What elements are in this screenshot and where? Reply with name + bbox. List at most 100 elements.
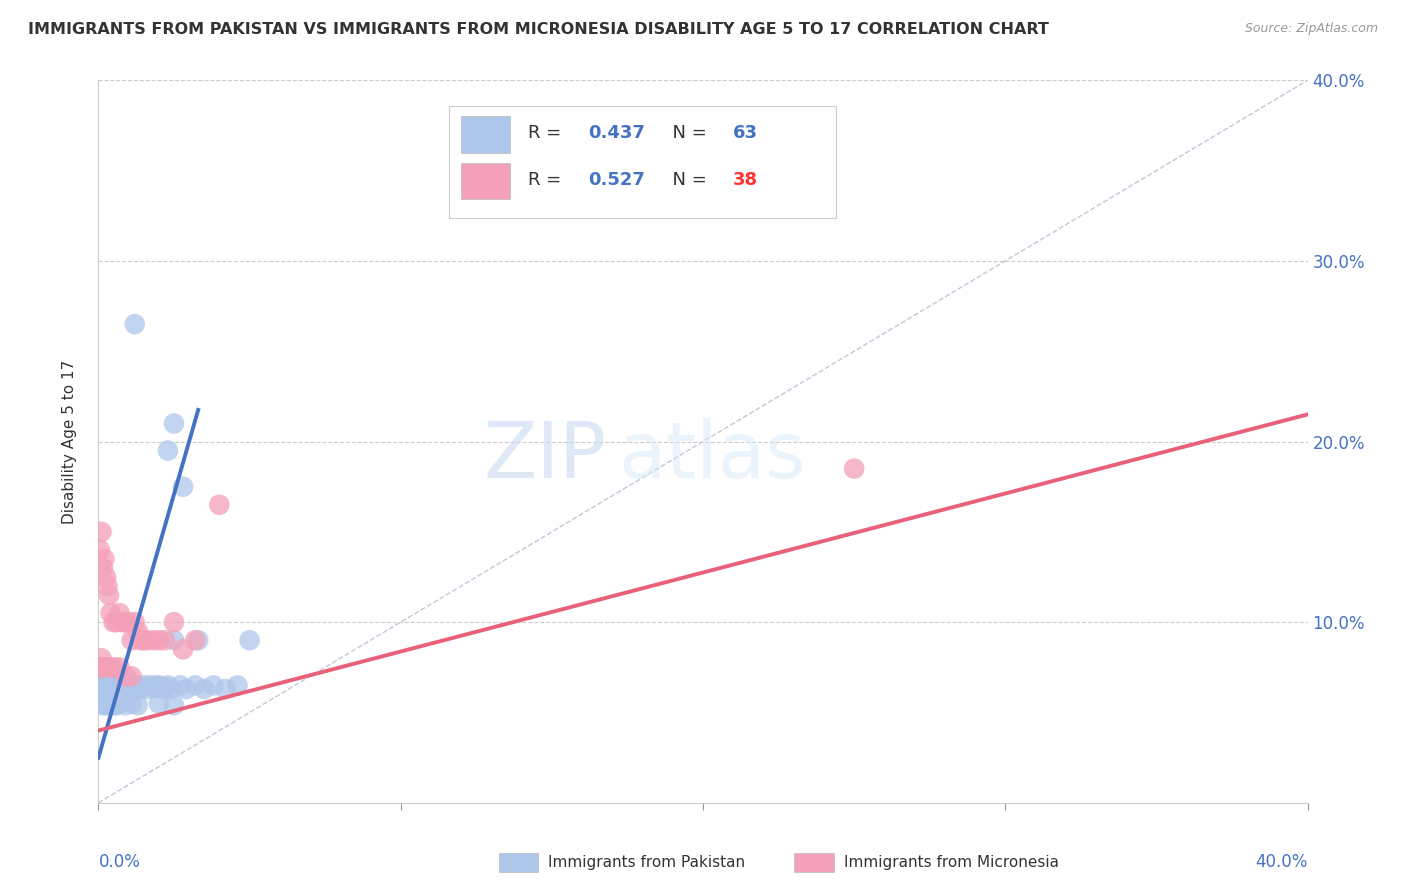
Point — [89, 678, 111, 692]
Point — [100, 660, 122, 674]
Point — [96, 697, 118, 711]
Point — [93, 673, 115, 687]
Point — [90, 678, 112, 692]
Text: IMMIGRANTS FROM PAKISTAN VS IMMIGRANTS FROM MICRONESIA DISABILITY AGE 5 TO 17 CO: IMMIGRANTS FROM PAKISTAN VS IMMIGRANTS F… — [28, 22, 1049, 37]
Point — [89, 697, 111, 711]
Text: 38: 38 — [734, 171, 758, 189]
Point — [153, 633, 176, 648]
Point — [90, 651, 112, 665]
Point — [127, 678, 149, 692]
Point — [93, 552, 115, 566]
Point — [163, 417, 186, 431]
Point — [121, 669, 143, 683]
FancyBboxPatch shape — [449, 105, 837, 218]
Point — [108, 660, 131, 674]
Point — [93, 660, 115, 674]
Point — [94, 698, 117, 713]
Point — [148, 678, 170, 692]
Text: 40.0%: 40.0% — [1256, 854, 1308, 871]
Text: Immigrants from Pakistan: Immigrants from Pakistan — [548, 855, 745, 870]
Point — [112, 681, 135, 696]
Point — [115, 681, 138, 696]
Point — [105, 615, 128, 630]
Point — [91, 561, 114, 575]
Point — [214, 681, 236, 696]
Point — [98, 678, 121, 692]
Point — [103, 615, 125, 630]
Point — [89, 660, 111, 674]
Y-axis label: Disability Age 5 to 17: Disability Age 5 to 17 — [62, 359, 77, 524]
Point — [148, 697, 170, 711]
Point — [114, 680, 136, 694]
Text: 63: 63 — [734, 124, 758, 142]
Point — [127, 698, 149, 713]
Point — [132, 678, 155, 692]
Text: atlas: atlas — [619, 418, 806, 494]
Point — [118, 678, 141, 692]
Point — [103, 676, 125, 690]
Text: 0.527: 0.527 — [588, 171, 645, 189]
Text: 0.437: 0.437 — [588, 124, 645, 142]
Point — [132, 633, 155, 648]
Point — [94, 681, 117, 696]
Point — [121, 697, 143, 711]
Point — [94, 570, 117, 584]
Point — [100, 676, 122, 690]
Text: N =: N = — [661, 124, 713, 142]
Point — [139, 678, 162, 692]
Point — [91, 673, 114, 687]
Point — [91, 660, 114, 674]
Point — [142, 680, 165, 694]
Point — [114, 615, 136, 630]
Point — [193, 681, 215, 696]
Point — [114, 698, 136, 713]
Text: Source: ZipAtlas.com: Source: ZipAtlas.com — [1244, 22, 1378, 36]
Point — [101, 680, 124, 694]
Point — [844, 461, 866, 475]
Point — [172, 642, 194, 657]
Text: N =: N = — [661, 171, 713, 189]
Point — [187, 633, 209, 648]
Point — [105, 698, 128, 713]
Point — [148, 633, 170, 648]
FancyBboxPatch shape — [461, 163, 509, 200]
Point — [145, 678, 167, 692]
Point — [120, 680, 142, 694]
Point — [135, 633, 157, 648]
Point — [124, 615, 146, 630]
Point — [96, 660, 118, 674]
Point — [208, 498, 231, 512]
Text: Immigrants from Micronesia: Immigrants from Micronesia — [844, 855, 1059, 870]
Point — [153, 680, 176, 694]
Point — [127, 624, 149, 639]
Point — [96, 674, 118, 689]
Point — [108, 697, 131, 711]
Point — [98, 698, 121, 713]
Point — [122, 681, 145, 696]
Point — [163, 615, 186, 630]
Point — [108, 678, 131, 692]
Point — [163, 698, 186, 713]
Point — [156, 678, 179, 692]
Point — [121, 633, 143, 648]
Point — [202, 678, 225, 692]
Point — [135, 681, 157, 696]
Point — [172, 480, 194, 494]
Point — [110, 680, 132, 694]
Point — [104, 681, 127, 696]
Point — [124, 317, 146, 331]
Point — [118, 615, 141, 630]
Point — [169, 678, 191, 692]
Point — [96, 579, 118, 593]
Point — [121, 678, 143, 692]
Point — [98, 588, 121, 602]
Point — [103, 698, 125, 713]
Point — [184, 678, 207, 692]
Point — [184, 633, 207, 648]
Point — [129, 633, 152, 648]
FancyBboxPatch shape — [461, 117, 509, 153]
Text: ZIP: ZIP — [484, 418, 606, 494]
Point — [91, 698, 114, 713]
Point — [90, 695, 112, 709]
Point — [111, 615, 134, 630]
